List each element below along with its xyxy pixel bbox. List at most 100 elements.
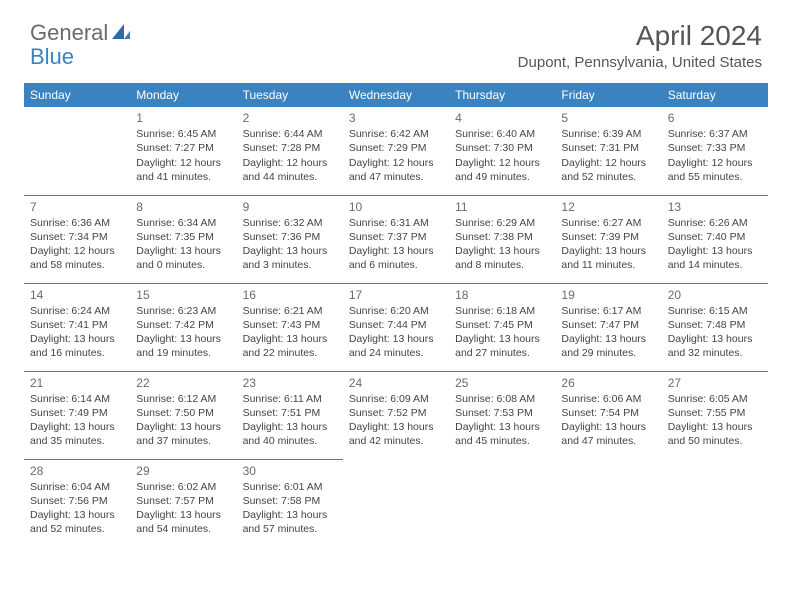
day-cell: 26Sunrise: 6:06 AMSunset: 7:54 PMDayligh… [555, 371, 661, 459]
daylight-text: Daylight: 13 hours [349, 244, 443, 258]
day-number: 19 [561, 287, 655, 303]
day-cell: 6Sunrise: 6:37 AMSunset: 7:33 PMDaylight… [662, 107, 768, 195]
daylight-text: and 57 minutes. [243, 522, 337, 536]
day-cell: 16Sunrise: 6:21 AMSunset: 7:43 PMDayligh… [237, 283, 343, 371]
day-header: Sunday [24, 83, 130, 107]
daylight-text: Daylight: 13 hours [243, 420, 337, 434]
day-header: Monday [130, 83, 236, 107]
day-cell: 25Sunrise: 6:08 AMSunset: 7:53 PMDayligh… [449, 371, 555, 459]
day-cell [662, 459, 768, 547]
daylight-text: and 29 minutes. [561, 346, 655, 360]
daylight-text: Daylight: 12 hours [243, 156, 337, 170]
daylight-text: Daylight: 13 hours [561, 332, 655, 346]
day-cell: 5Sunrise: 6:39 AMSunset: 7:31 PMDaylight… [555, 107, 661, 195]
daylight-text: and 19 minutes. [136, 346, 230, 360]
logo: General [30, 20, 134, 46]
sunrise-text: Sunrise: 6:32 AM [243, 216, 337, 230]
daylight-text: Daylight: 13 hours [136, 244, 230, 258]
sunrise-text: Sunrise: 6:23 AM [136, 304, 230, 318]
sunrise-text: Sunrise: 6:36 AM [30, 216, 124, 230]
daylight-text: Daylight: 13 hours [349, 332, 443, 346]
daylight-text: Daylight: 13 hours [136, 508, 230, 522]
sunset-text: Sunset: 7:55 PM [668, 406, 762, 420]
day-number: 7 [30, 199, 124, 215]
day-cell [555, 459, 661, 547]
sunrise-text: Sunrise: 6:08 AM [455, 392, 549, 406]
sunset-text: Sunset: 7:42 PM [136, 318, 230, 332]
day-cell: 2Sunrise: 6:44 AMSunset: 7:28 PMDaylight… [237, 107, 343, 195]
sunrise-text: Sunrise: 6:45 AM [136, 127, 230, 141]
sunrise-text: Sunrise: 6:15 AM [668, 304, 762, 318]
daylight-text: Daylight: 13 hours [30, 332, 124, 346]
sunset-text: Sunset: 7:51 PM [243, 406, 337, 420]
sunset-text: Sunset: 7:28 PM [243, 141, 337, 155]
sunset-text: Sunset: 7:31 PM [561, 141, 655, 155]
daylight-text: and 54 minutes. [136, 522, 230, 536]
day-number: 22 [136, 375, 230, 391]
daylight-text: and 35 minutes. [30, 434, 124, 448]
day-number: 4 [455, 110, 549, 126]
sunrise-text: Sunrise: 6:42 AM [349, 127, 443, 141]
daylight-text: Daylight: 13 hours [136, 420, 230, 434]
header: General April 2024 Dupont, Pennsylvania,… [0, 0, 792, 77]
day-cell: 4Sunrise: 6:40 AMSunset: 7:30 PMDaylight… [449, 107, 555, 195]
daylight-text: Daylight: 13 hours [243, 244, 337, 258]
day-number: 26 [561, 375, 655, 391]
daylight-text: and 3 minutes. [243, 258, 337, 272]
daylight-text: and 47 minutes. [561, 434, 655, 448]
day-number: 12 [561, 199, 655, 215]
day-number: 5 [561, 110, 655, 126]
sunrise-text: Sunrise: 6:02 AM [136, 480, 230, 494]
daylight-text: Daylight: 13 hours [561, 420, 655, 434]
sunset-text: Sunset: 7:56 PM [30, 494, 124, 508]
sunrise-text: Sunrise: 6:01 AM [243, 480, 337, 494]
daylight-text: Daylight: 13 hours [243, 332, 337, 346]
day-number: 11 [455, 199, 549, 215]
sunset-text: Sunset: 7:30 PM [455, 141, 549, 155]
day-number: 21 [30, 375, 124, 391]
day-number: 9 [243, 199, 337, 215]
logo-text-blue: Blue [30, 44, 74, 69]
calendar-table: Sunday Monday Tuesday Wednesday Thursday… [24, 83, 768, 547]
day-number: 6 [668, 110, 762, 126]
logo-blue-row: Blue [30, 44, 74, 70]
sunrise-text: Sunrise: 6:04 AM [30, 480, 124, 494]
daylight-text: and 41 minutes. [136, 170, 230, 184]
sunset-text: Sunset: 7:40 PM [668, 230, 762, 244]
daylight-text: Daylight: 12 hours [455, 156, 549, 170]
sunrise-text: Sunrise: 6:17 AM [561, 304, 655, 318]
day-cell: 18Sunrise: 6:18 AMSunset: 7:45 PMDayligh… [449, 283, 555, 371]
sunrise-text: Sunrise: 6:27 AM [561, 216, 655, 230]
week-row: 28Sunrise: 6:04 AMSunset: 7:56 PMDayligh… [24, 459, 768, 547]
day-header: Thursday [449, 83, 555, 107]
sunrise-text: Sunrise: 6:11 AM [243, 392, 337, 406]
daylight-text: Daylight: 13 hours [668, 244, 762, 258]
sunrise-text: Sunrise: 6:24 AM [30, 304, 124, 318]
sunrise-text: Sunrise: 6:20 AM [349, 304, 443, 318]
sunrise-text: Sunrise: 6:18 AM [455, 304, 549, 318]
day-cell: 11Sunrise: 6:29 AMSunset: 7:38 PMDayligh… [449, 195, 555, 283]
day-cell: 22Sunrise: 6:12 AMSunset: 7:50 PMDayligh… [130, 371, 236, 459]
day-number: 3 [349, 110, 443, 126]
day-cell: 23Sunrise: 6:11 AMSunset: 7:51 PMDayligh… [237, 371, 343, 459]
sunset-text: Sunset: 7:39 PM [561, 230, 655, 244]
sunrise-text: Sunrise: 6:12 AM [136, 392, 230, 406]
sunset-text: Sunset: 7:36 PM [243, 230, 337, 244]
day-number: 16 [243, 287, 337, 303]
daylight-text: and 24 minutes. [349, 346, 443, 360]
week-row: 14Sunrise: 6:24 AMSunset: 7:41 PMDayligh… [24, 283, 768, 371]
day-number: 1 [136, 110, 230, 126]
sunrise-text: Sunrise: 6:26 AM [668, 216, 762, 230]
daylight-text: and 0 minutes. [136, 258, 230, 272]
week-row: 21Sunrise: 6:14 AMSunset: 7:49 PMDayligh… [24, 371, 768, 459]
sunset-text: Sunset: 7:52 PM [349, 406, 443, 420]
day-number: 24 [349, 375, 443, 391]
sunset-text: Sunset: 7:37 PM [349, 230, 443, 244]
daylight-text: and 42 minutes. [349, 434, 443, 448]
day-cell [24, 107, 130, 195]
sunrise-text: Sunrise: 6:31 AM [349, 216, 443, 230]
day-number: 23 [243, 375, 337, 391]
day-number: 2 [243, 110, 337, 126]
daylight-text: and 32 minutes. [668, 346, 762, 360]
sunrise-text: Sunrise: 6:09 AM [349, 392, 443, 406]
